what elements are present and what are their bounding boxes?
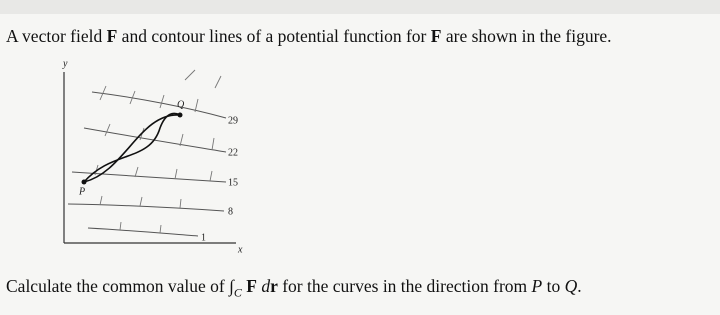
question: A vector field F and contour lines of a … xyxy=(6,26,612,47)
text: . xyxy=(577,276,582,296)
text: for the curves in the direction from xyxy=(277,276,532,296)
point-label: Q xyxy=(177,99,185,110)
point-label: P xyxy=(78,186,85,197)
contour xyxy=(91,91,227,119)
text: are shown in the figure. xyxy=(441,26,612,46)
axes xyxy=(63,72,236,244)
text: F xyxy=(430,26,442,46)
text: Calculate the common value of xyxy=(6,276,230,296)
contour xyxy=(87,227,199,237)
integral: ∫ xyxy=(229,276,234,296)
curve xyxy=(83,114,181,183)
top-band xyxy=(0,0,720,14)
contour xyxy=(83,127,227,153)
axis-label: y xyxy=(62,58,68,69)
curve xyxy=(83,112,181,183)
text: P xyxy=(531,276,543,296)
text: A vector field xyxy=(6,26,107,46)
prompt: Calculate the common value of ∫C F dr fo… xyxy=(6,276,582,301)
contour-lines xyxy=(67,91,227,237)
text: and contour lines of a potential functio… xyxy=(117,26,431,46)
contour-label: 1 xyxy=(201,232,206,243)
subscript: C xyxy=(233,285,242,300)
curves xyxy=(83,112,181,183)
contour xyxy=(67,203,225,212)
point-q xyxy=(177,112,183,118)
contour-label: 8 xyxy=(228,206,233,217)
text: to xyxy=(542,276,565,296)
contour-label: 15 xyxy=(228,177,238,188)
text: Q xyxy=(564,276,578,296)
contour-label: 22 xyxy=(228,147,238,158)
text: d xyxy=(256,276,271,296)
text: F xyxy=(106,26,118,46)
contour-label: 29 xyxy=(228,115,238,126)
text: F xyxy=(246,276,257,296)
text: r xyxy=(270,276,278,296)
point-p xyxy=(81,179,87,185)
axis-label: x xyxy=(237,244,243,255)
